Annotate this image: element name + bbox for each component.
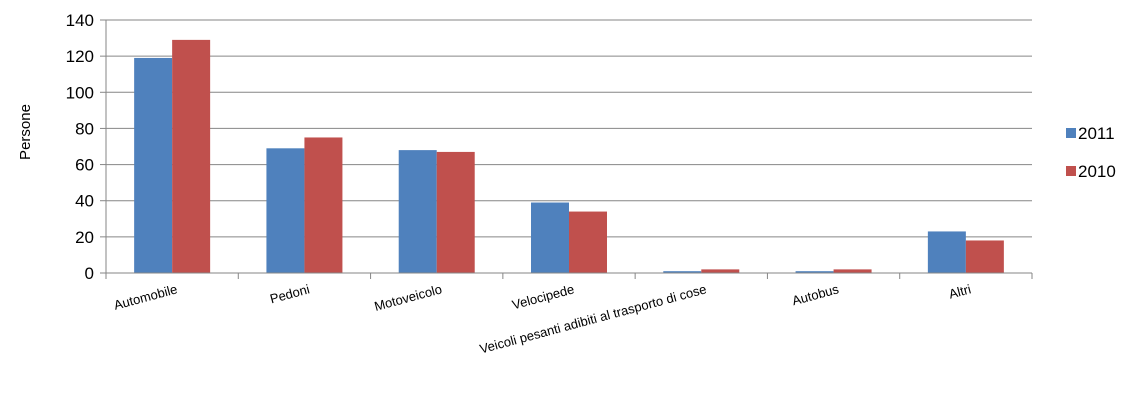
axes: 0 20 40 60 80 100 120 140 Automobile Pedoni Motove… <box>66 11 1033 356</box>
x-tick-label: Automobile <box>112 281 179 312</box>
y-tick-label: 40 <box>75 192 94 211</box>
y-tick-label: 140 <box>66 11 94 30</box>
x-tick-label: Autobus <box>790 281 840 308</box>
y-tick-label: 80 <box>75 119 94 138</box>
bars <box>134 39 1004 274</box>
x-tick-label: Altri <box>947 281 973 301</box>
bar-2011-5 <box>795 271 834 273</box>
legend: 2011 2010 <box>1066 124 1116 181</box>
legend-swatch-2010 <box>1066 166 1076 176</box>
bar-2011-0 <box>134 57 173 274</box>
legend-label: 2010 <box>1078 162 1116 181</box>
legend-label: 2011 <box>1078 124 1115 143</box>
bar-2010-4 <box>701 269 740 273</box>
x-tick-label: Velocipede <box>510 281 575 312</box>
bar-2010-3 <box>569 211 607 273</box>
x-tick-label: Pedoni <box>268 281 311 306</box>
bar-2011-2 <box>398 150 437 273</box>
y-axis-title: Persone <box>17 104 34 160</box>
y-tick-label: 120 <box>66 47 94 66</box>
x-tick-label: Motoveicolo <box>373 281 444 313</box>
bar-2011-4 <box>663 271 702 273</box>
y-tick-label: 100 <box>66 83 94 102</box>
bar-2011-6 <box>927 231 966 273</box>
gridlines <box>106 19 1032 238</box>
bar-2010-1 <box>304 137 343 273</box>
bar-2010-2 <box>436 151 475 273</box>
y-tick-label: 20 <box>75 228 94 247</box>
bar-2011-3 <box>531 202 569 273</box>
legend-swatch-2011 <box>1066 128 1076 138</box>
bar-2011-1 <box>266 148 305 273</box>
x-tick-label: Veicoli pesanti adibiti al trasporto di … <box>478 281 708 356</box>
y-tick-label: 0 <box>85 264 94 283</box>
bar-2010-5 <box>833 269 872 273</box>
bar-2010-0 <box>172 39 211 273</box>
y-tick-label: 60 <box>75 156 94 175</box>
bar-2010-6 <box>965 240 1004 273</box>
